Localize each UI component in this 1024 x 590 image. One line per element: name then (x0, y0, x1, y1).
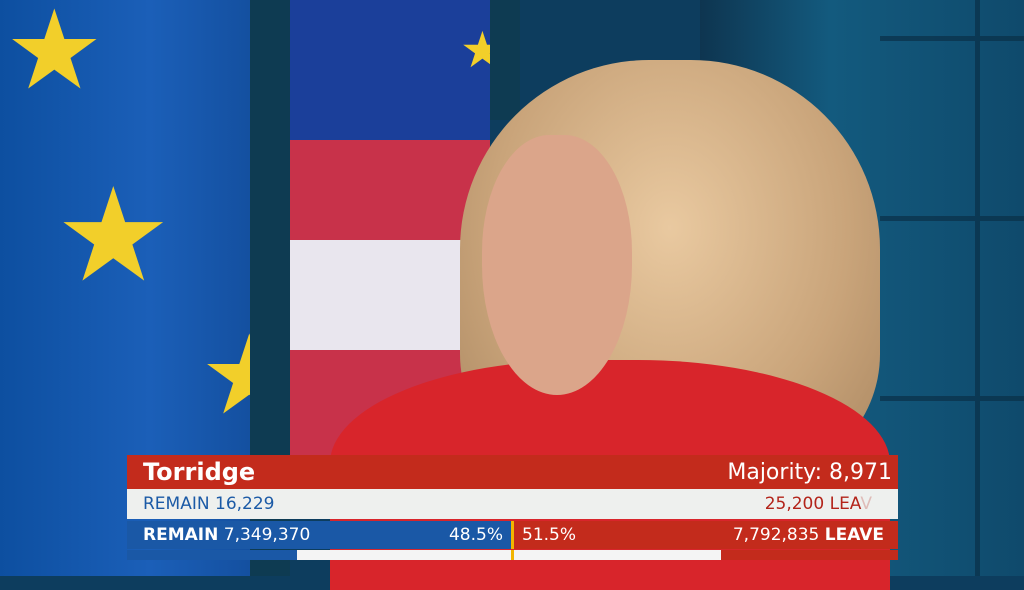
constituency-result: REMAIN 16,229 25,200 LEAV (127, 489, 898, 519)
remain-votes: 16,229 (215, 494, 275, 514)
union-flag: ★ (290, 0, 490, 460)
leave-label-faded: V (860, 494, 872, 514)
constituency-leave: 25,200 LEAV (765, 494, 872, 514)
constituency-name: Torridge (143, 458, 256, 486)
star-icon: ★ (5, 0, 104, 114)
majority-label: Majority: (727, 459, 823, 485)
leave-label: LEA (829, 494, 861, 514)
progress-bar (127, 550, 898, 560)
midpoint-divider (511, 521, 514, 549)
national-result: REMAIN 7,349,370 48.5% 51.5% 7,792,835 L… (127, 521, 898, 549)
constituency-remain: REMAIN 16,229 (143, 494, 274, 514)
leave-votes: 7,792,835 (732, 525, 820, 545)
star-icon: ★ (460, 21, 490, 79)
remain-percent: 48.5% (448, 525, 503, 545)
leave-label: LEAVE (824, 525, 884, 545)
leave-votes: 25,200 (764, 494, 825, 514)
presenter-face (482, 135, 632, 395)
remain-votes: 7,349,370 (223, 525, 311, 545)
remain-label: REMAIN (143, 494, 210, 514)
national-leave: 51.5% 7,792,835 LEAVE (514, 521, 898, 549)
studio-pillar (490, 0, 520, 120)
majority-value: 8,971 (829, 459, 892, 485)
majority: Majority: 8,971 (727, 460, 892, 485)
results-lower-third: Torridge Majority: 8,971 REMAIN 16,229 2… (127, 455, 898, 560)
star-icon: ★ (55, 159, 172, 311)
leave-percent: 51.5% (522, 525, 577, 545)
national-remain: REMAIN 7,349,370 48.5% (127, 521, 511, 549)
remain-label: REMAIN (143, 525, 219, 545)
video-wall-grid (880, 0, 1024, 576)
constituency-header: Torridge Majority: 8,971 (127, 455, 898, 489)
